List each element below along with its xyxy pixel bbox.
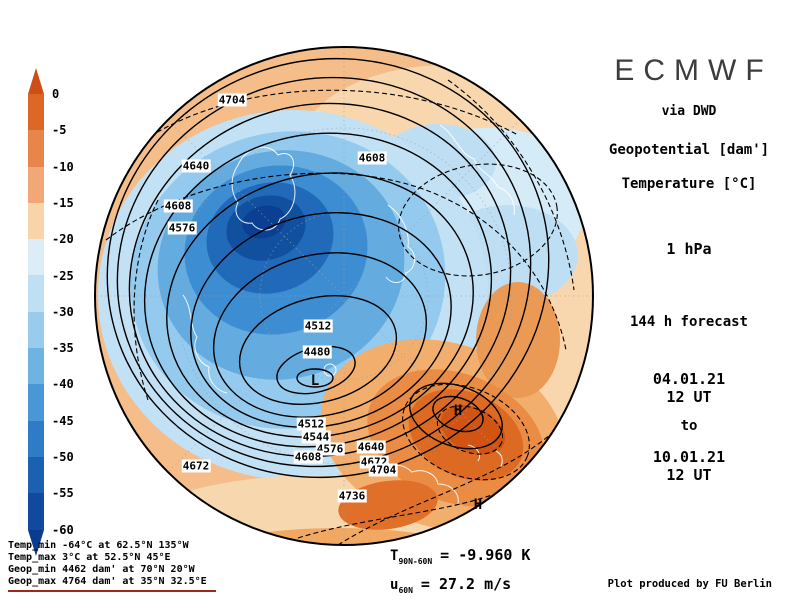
temperature-colorbar: 0 -5 -10 -15 -20 -25 -30 -35 -40 -45 -50 -55 -60 <box>28 68 106 568</box>
colorbar-arrow-down-icon <box>28 529 44 556</box>
credit-line: Plot produced by FU Berlin <box>607 578 772 590</box>
pressure-center-label: L <box>310 373 320 389</box>
pressure-level-label: 1 hPa <box>666 240 712 258</box>
contour-label: 4608 <box>163 199 193 213</box>
colorbar-tick: -55 <box>52 486 74 501</box>
valid-from-date: 04.01.21 <box>652 370 726 388</box>
geopotential-contours <box>106 57 550 479</box>
contour-label: 4576 <box>315 442 345 456</box>
contour-label: 4608 <box>357 151 387 165</box>
colorbar-tick: -60 <box>52 522 74 537</box>
valid-to-date: 10.01.21 <box>652 448 726 466</box>
temp-min-line: Temp_min -64°C at 62.5°N 135°W <box>8 540 189 551</box>
colorbar-tick: -40 <box>52 377 74 392</box>
contour-label: 4640 <box>356 440 386 454</box>
contour-label: 4480 <box>302 345 332 359</box>
temp-gradient-stat: T90N-60N = -9.960 K <box>390 544 530 573</box>
colorbar-segment <box>28 420 44 457</box>
colorbar-tick: -10 <box>52 159 74 174</box>
colorbar-tick: -30 <box>52 304 74 319</box>
colorbar-tick: -35 <box>52 341 74 356</box>
colorbar-segment <box>28 348 44 385</box>
colorbar-tick: -20 <box>52 232 74 247</box>
brand-title: ECMWF <box>614 54 773 87</box>
colorbar-strip <box>28 94 44 530</box>
colorbar-segment <box>28 130 44 167</box>
contour-label: 4544 <box>301 430 331 444</box>
polar-map: 4704 4640 4608 4576 4608 4512 4480 4512 4544 4576… <box>88 40 600 552</box>
zonal-wind-value: = 27.2 m/s <box>420 574 512 593</box>
field-geopotential-label: Geopotential [dam'] <box>608 142 770 158</box>
colorbar-segment <box>28 239 44 276</box>
contour-label: 4672 <box>181 459 211 473</box>
valid-from-time: 12 UT <box>666 388 712 406</box>
pressure-center-label: H <box>473 497 483 513</box>
colorbar-segment <box>28 493 44 530</box>
colorbar-segment <box>28 456 44 494</box>
colorbar-segment <box>28 384 44 421</box>
colorbar-tick: -50 <box>52 450 74 464</box>
geop-max-line: Geop_max 4764 dam' at 35°N 32.5°E <box>8 576 207 587</box>
colorbar-tick: -15 <box>52 195 74 210</box>
temp-gradient-value: = -9.960 K <box>440 546 531 564</box>
valid-to-time: 12 UT <box>666 466 712 484</box>
colorbar-segment <box>28 275 44 312</box>
to-label: to <box>680 418 698 434</box>
colorbar-tick: -5 <box>52 123 67 138</box>
colorbar-segment <box>28 202 44 240</box>
contour-label: 4704 <box>368 463 398 477</box>
forecast-range-label: 144 h forecast <box>629 314 748 330</box>
temp-gradient-symbol: T <box>390 548 399 564</box>
colorbar-tick: -45 <box>52 413 74 428</box>
contour-label: 4736 <box>337 489 367 503</box>
temp-max-line: Temp_max 3°C at 52.5°N 45°E <box>8 552 171 563</box>
contour-label: 4512 <box>303 319 333 333</box>
temp-gradient-subscript: 90N-60N <box>398 556 433 566</box>
stats-block: T90N-60N = -9.960 K u60N = 27.2 m/s <box>390 544 530 602</box>
contour-label: 4576 <box>167 221 197 235</box>
contour-label: 4704 <box>217 93 247 107</box>
colorbar-tick: 0 <box>52 87 60 101</box>
colorbar-segment <box>28 94 44 131</box>
colorbar-segment <box>28 166 44 203</box>
colorbar-arrow-up-icon <box>28 68 44 94</box>
zonal-wind-stat: u60N = 27.2 m/s <box>390 573 530 602</box>
pressure-center-label: H <box>453 403 463 419</box>
via-subtitle: via DWD <box>661 104 717 119</box>
geop-min-line: Geop_min 4462 dam' at 70°N 20°W <box>8 564 195 575</box>
contour-label: 4512 <box>296 417 326 431</box>
footer-underline <box>8 590 216 592</box>
colorbar-tick: -25 <box>52 268 74 283</box>
contour-label: 4640 <box>181 159 211 173</box>
zonal-wind-symbol: u <box>390 576 399 593</box>
colorbar-segment <box>28 311 44 349</box>
field-temperature-label: Temperature [°C] <box>621 176 757 192</box>
diagnostics-block: Temp_min -64°C at 62.5°N 135°W Temp_max … <box>8 540 216 592</box>
contour-label: 4608 <box>293 450 323 464</box>
map-labels: 4704 4640 4608 4576 4608 4512 4480 4512 4544 4576… <box>88 40 600 552</box>
zonal-wind-subscript: 60N <box>398 585 413 595</box>
polar-map-svg <box>94 46 594 546</box>
map-outline <box>94 46 594 546</box>
